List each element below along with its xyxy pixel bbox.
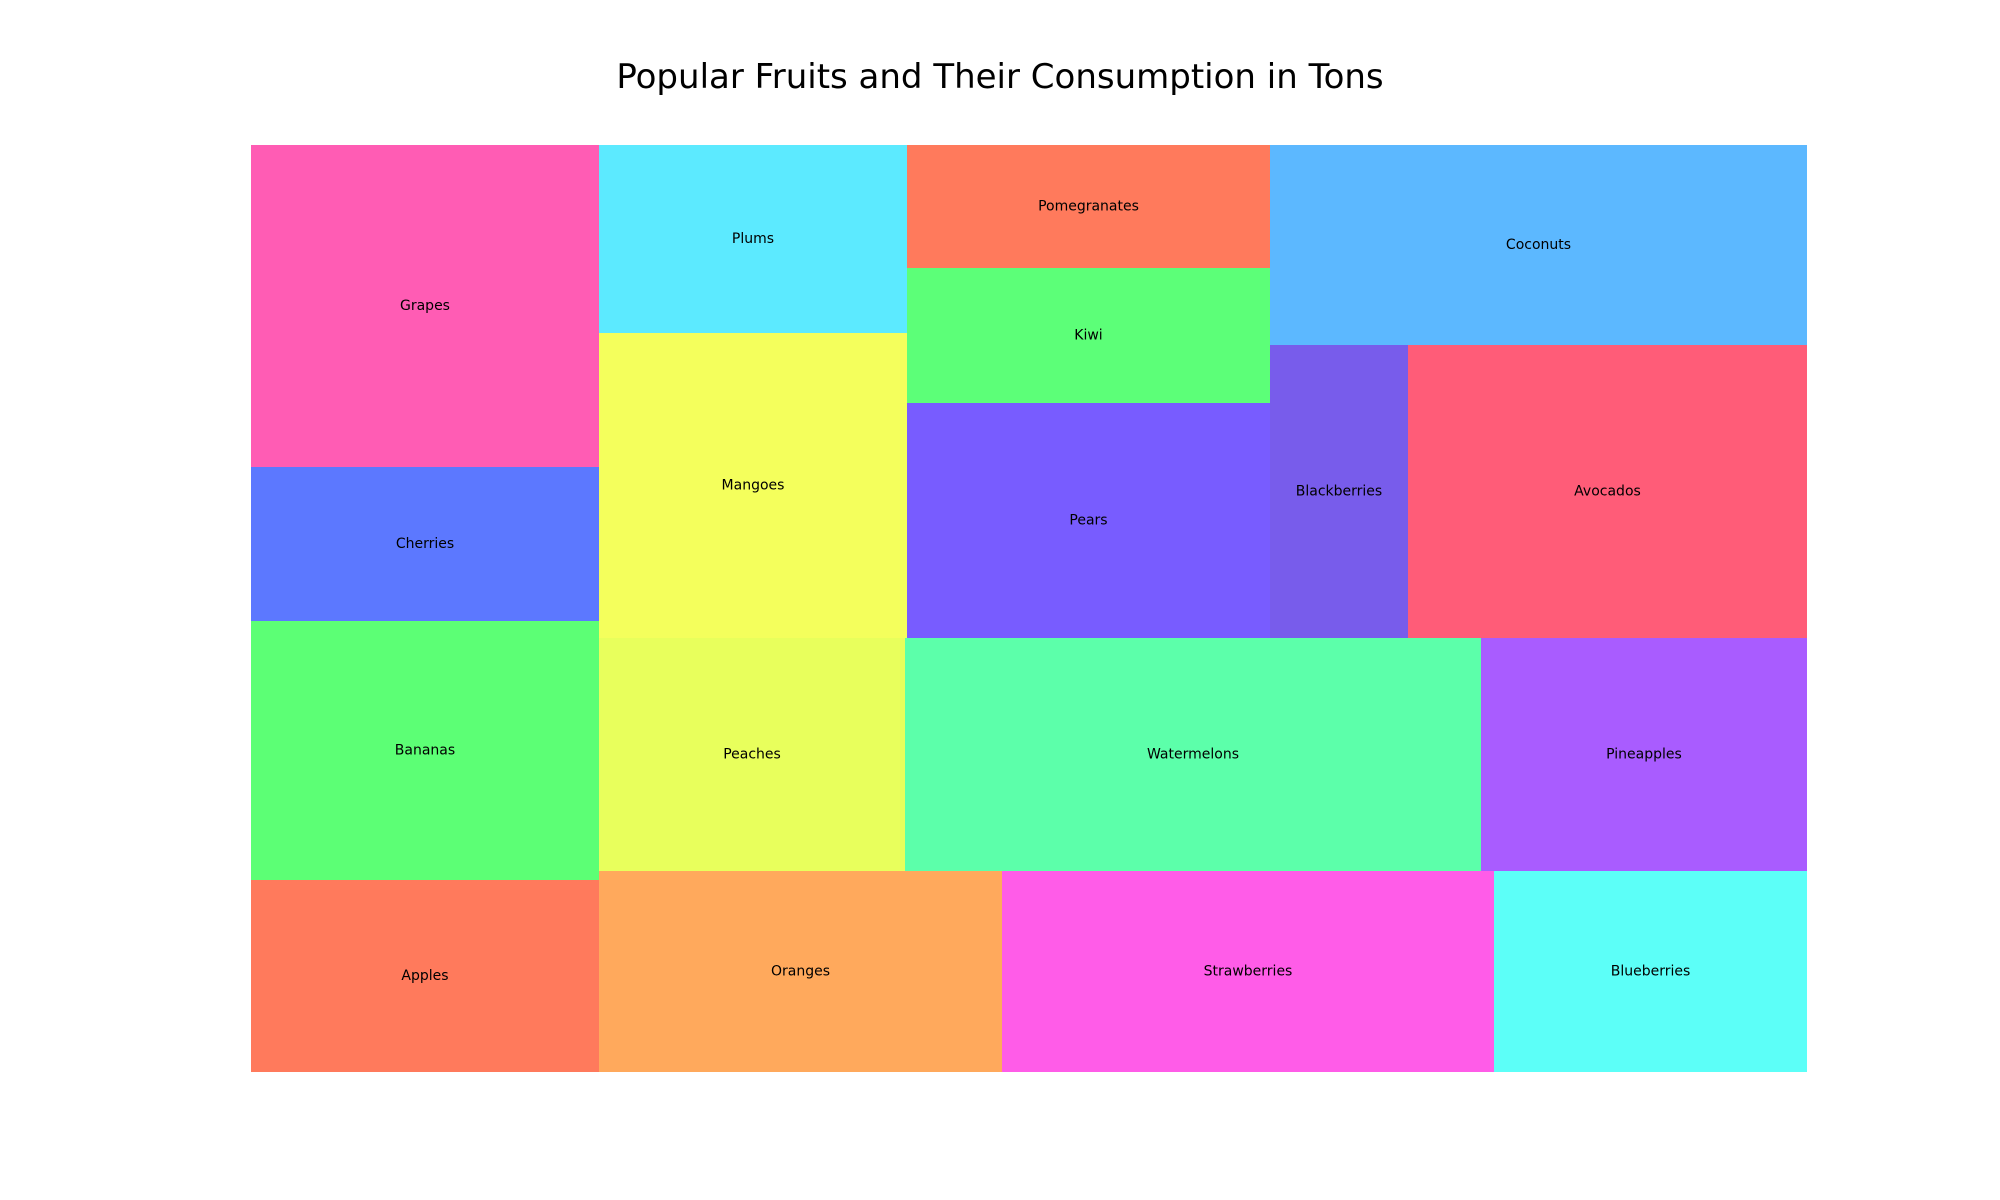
tile-label-oranges: Oranges <box>771 964 830 980</box>
tile-blackberries: Blackberries <box>1270 345 1408 638</box>
tile-peaches: Peaches <box>599 638 905 871</box>
tile-cherries: Cherries <box>251 467 599 621</box>
tile-label-pineapples: Pineapples <box>1606 747 1682 763</box>
tile-pomegranates: Pomegranates <box>907 145 1270 268</box>
tile-label-watermelons: Watermelons <box>1147 747 1239 763</box>
tile-rect-blueberries <box>1494 871 1807 1072</box>
tile-blueberries: Blueberries <box>1494 871 1807 1072</box>
tile-oranges: Oranges <box>599 871 1002 1072</box>
tile-label-kiwi: Kiwi <box>1074 328 1102 344</box>
tile-label-apples: Apples <box>401 968 448 984</box>
tile-rect-pineapples <box>1481 638 1807 871</box>
tile-rect-bananas <box>251 621 599 880</box>
tile-rect-pomegranates <box>907 145 1270 268</box>
tile-grapes: Grapes <box>251 145 599 467</box>
tile-avocados: Avocados <box>1408 345 1807 638</box>
tile-mangoes: Mangoes <box>599 333 907 638</box>
tile-apples: Apples <box>251 880 599 1072</box>
tile-rect-kiwi <box>907 268 1270 403</box>
tile-rect-strawberries <box>1002 871 1494 1072</box>
tile-kiwi: Kiwi <box>907 268 1270 403</box>
tile-label-blackberries: Blackberries <box>1296 484 1382 500</box>
tile-rect-avocados <box>1408 345 1807 638</box>
tile-label-pears: Pears <box>1069 513 1107 529</box>
tile-rect-oranges <box>599 871 1002 1072</box>
tile-strawberries: Strawberries <box>1002 871 1494 1072</box>
tile-watermelons: Watermelons <box>905 638 1481 871</box>
tile-pineapples: Pineapples <box>1481 638 1807 871</box>
tile-rect-peaches <box>599 638 905 871</box>
tile-rect-blackberries <box>1270 345 1408 638</box>
tile-plums: Plums <box>599 145 907 333</box>
chart-title: Popular Fruits and Their Consumption in … <box>616 57 1384 97</box>
tile-label-grapes: Grapes <box>400 298 450 314</box>
tile-label-avocados: Avocados <box>1574 484 1641 500</box>
tile-label-pomegranates: Pomegranates <box>1038 199 1139 215</box>
tile-rect-pears <box>907 403 1270 638</box>
tile-label-cherries: Cherries <box>396 536 454 552</box>
tile-rect-grapes <box>251 145 599 467</box>
tile-rect-coconuts <box>1270 145 1807 345</box>
tile-pears: Pears <box>907 403 1270 638</box>
tile-label-mangoes: Mangoes <box>722 478 785 494</box>
tile-label-peaches: Peaches <box>723 747 781 763</box>
tile-rect-apples <box>251 880 599 1072</box>
tile-bananas: Bananas <box>251 621 599 880</box>
tile-rect-mangoes <box>599 333 907 638</box>
tile-rect-cherries <box>251 467 599 621</box>
tile-rect-watermelons <box>905 638 1481 871</box>
tile-label-strawberries: Strawberries <box>1204 964 1293 980</box>
tile-coconuts: Coconuts <box>1270 145 1807 345</box>
tile-label-plums: Plums <box>732 231 774 247</box>
tile-rect-plums <box>599 145 907 333</box>
tile-label-coconuts: Coconuts <box>1506 237 1571 253</box>
tile-label-blueberries: Blueberries <box>1611 964 1691 980</box>
tile-label-bananas: Bananas <box>395 743 455 759</box>
